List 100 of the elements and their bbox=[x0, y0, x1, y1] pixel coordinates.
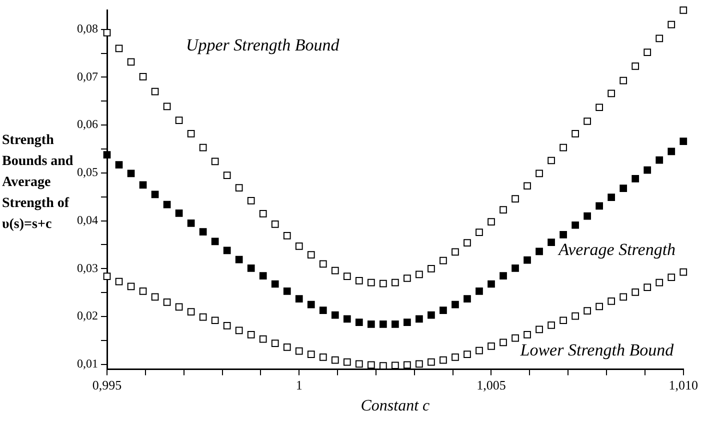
point bbox=[127, 58, 135, 66]
point bbox=[259, 272, 267, 280]
point bbox=[524, 256, 531, 264]
y-tick-label: 0,08 bbox=[77, 22, 98, 36]
point bbox=[283, 344, 291, 351]
point bbox=[620, 293, 628, 301]
point bbox=[175, 303, 183, 311]
point bbox=[163, 102, 171, 110]
point bbox=[151, 293, 159, 301]
x-tick-label: 0,995 bbox=[92, 377, 122, 392]
point bbox=[680, 6, 688, 14]
y-tick-label: 0,05 bbox=[77, 165, 98, 180]
point bbox=[596, 104, 604, 112]
point bbox=[416, 270, 423, 278]
point bbox=[428, 265, 435, 272]
point bbox=[367, 278, 375, 286]
point bbox=[668, 20, 676, 28]
point bbox=[608, 90, 616, 98]
point bbox=[452, 300, 459, 308]
point bbox=[115, 278, 123, 286]
point bbox=[668, 274, 676, 281]
point bbox=[307, 350, 315, 358]
series-label: Lower Strength Bound bbox=[519, 340, 674, 360]
point bbox=[464, 350, 471, 358]
point bbox=[139, 181, 147, 189]
point bbox=[199, 313, 207, 321]
point bbox=[271, 220, 279, 228]
point bbox=[608, 194, 616, 202]
point bbox=[560, 231, 567, 238]
point bbox=[283, 287, 291, 295]
point bbox=[319, 260, 327, 268]
x-tick-label: 1 bbox=[296, 377, 302, 392]
point bbox=[163, 200, 171, 208]
point bbox=[656, 156, 664, 164]
point bbox=[283, 232, 291, 240]
point bbox=[404, 274, 411, 282]
point bbox=[392, 320, 399, 328]
point bbox=[584, 307, 591, 314]
point bbox=[259, 335, 267, 343]
point bbox=[187, 130, 195, 138]
y-tick-label: 0,01 bbox=[77, 356, 98, 371]
point bbox=[151, 88, 159, 96]
point bbox=[620, 184, 628, 192]
point bbox=[151, 190, 159, 198]
point bbox=[488, 280, 495, 288]
point bbox=[127, 282, 135, 290]
point bbox=[524, 331, 531, 338]
point bbox=[584, 212, 591, 220]
point bbox=[235, 184, 243, 192]
point bbox=[596, 202, 604, 210]
point bbox=[187, 220, 195, 227]
point bbox=[247, 331, 255, 338]
point bbox=[343, 272, 351, 280]
point bbox=[452, 248, 459, 256]
point bbox=[115, 161, 123, 168]
point bbox=[367, 361, 375, 369]
point bbox=[139, 287, 147, 295]
point bbox=[644, 166, 652, 174]
point bbox=[680, 268, 688, 276]
point bbox=[367, 320, 375, 328]
point bbox=[103, 151, 111, 158]
point bbox=[331, 266, 339, 274]
point bbox=[572, 221, 579, 229]
point bbox=[440, 356, 447, 364]
point bbox=[464, 239, 471, 247]
point bbox=[380, 320, 387, 328]
point bbox=[139, 73, 147, 80]
point bbox=[548, 321, 555, 329]
point bbox=[416, 360, 423, 368]
point bbox=[211, 238, 219, 246]
point bbox=[644, 284, 652, 292]
point bbox=[392, 362, 399, 370]
point bbox=[512, 334, 519, 342]
point bbox=[211, 316, 219, 324]
point bbox=[271, 280, 279, 288]
point bbox=[343, 358, 351, 366]
point bbox=[440, 256, 447, 264]
point bbox=[584, 118, 591, 125]
point bbox=[560, 316, 567, 324]
point bbox=[548, 156, 555, 164]
point bbox=[644, 48, 652, 56]
point bbox=[416, 315, 423, 323]
x-tick-label: 1,005 bbox=[476, 377, 506, 392]
point bbox=[572, 130, 579, 138]
point bbox=[668, 148, 676, 156]
y-axis-title: Strength Bounds and Average Strength of υ(s)=s+c bbox=[2, 132, 74, 234]
series-label: Average Strength bbox=[558, 240, 676, 260]
text: Upper Strength Bound bbox=[186, 36, 340, 55]
point bbox=[223, 246, 231, 254]
x-axis-title: Constant c bbox=[360, 398, 430, 415]
point bbox=[163, 298, 171, 306]
point bbox=[656, 278, 664, 286]
point bbox=[476, 346, 483, 354]
point bbox=[524, 182, 531, 190]
point bbox=[115, 44, 123, 52]
point bbox=[331, 311, 339, 319]
point bbox=[235, 256, 243, 264]
point bbox=[536, 170, 543, 178]
point bbox=[271, 340, 279, 348]
point bbox=[247, 197, 255, 204]
